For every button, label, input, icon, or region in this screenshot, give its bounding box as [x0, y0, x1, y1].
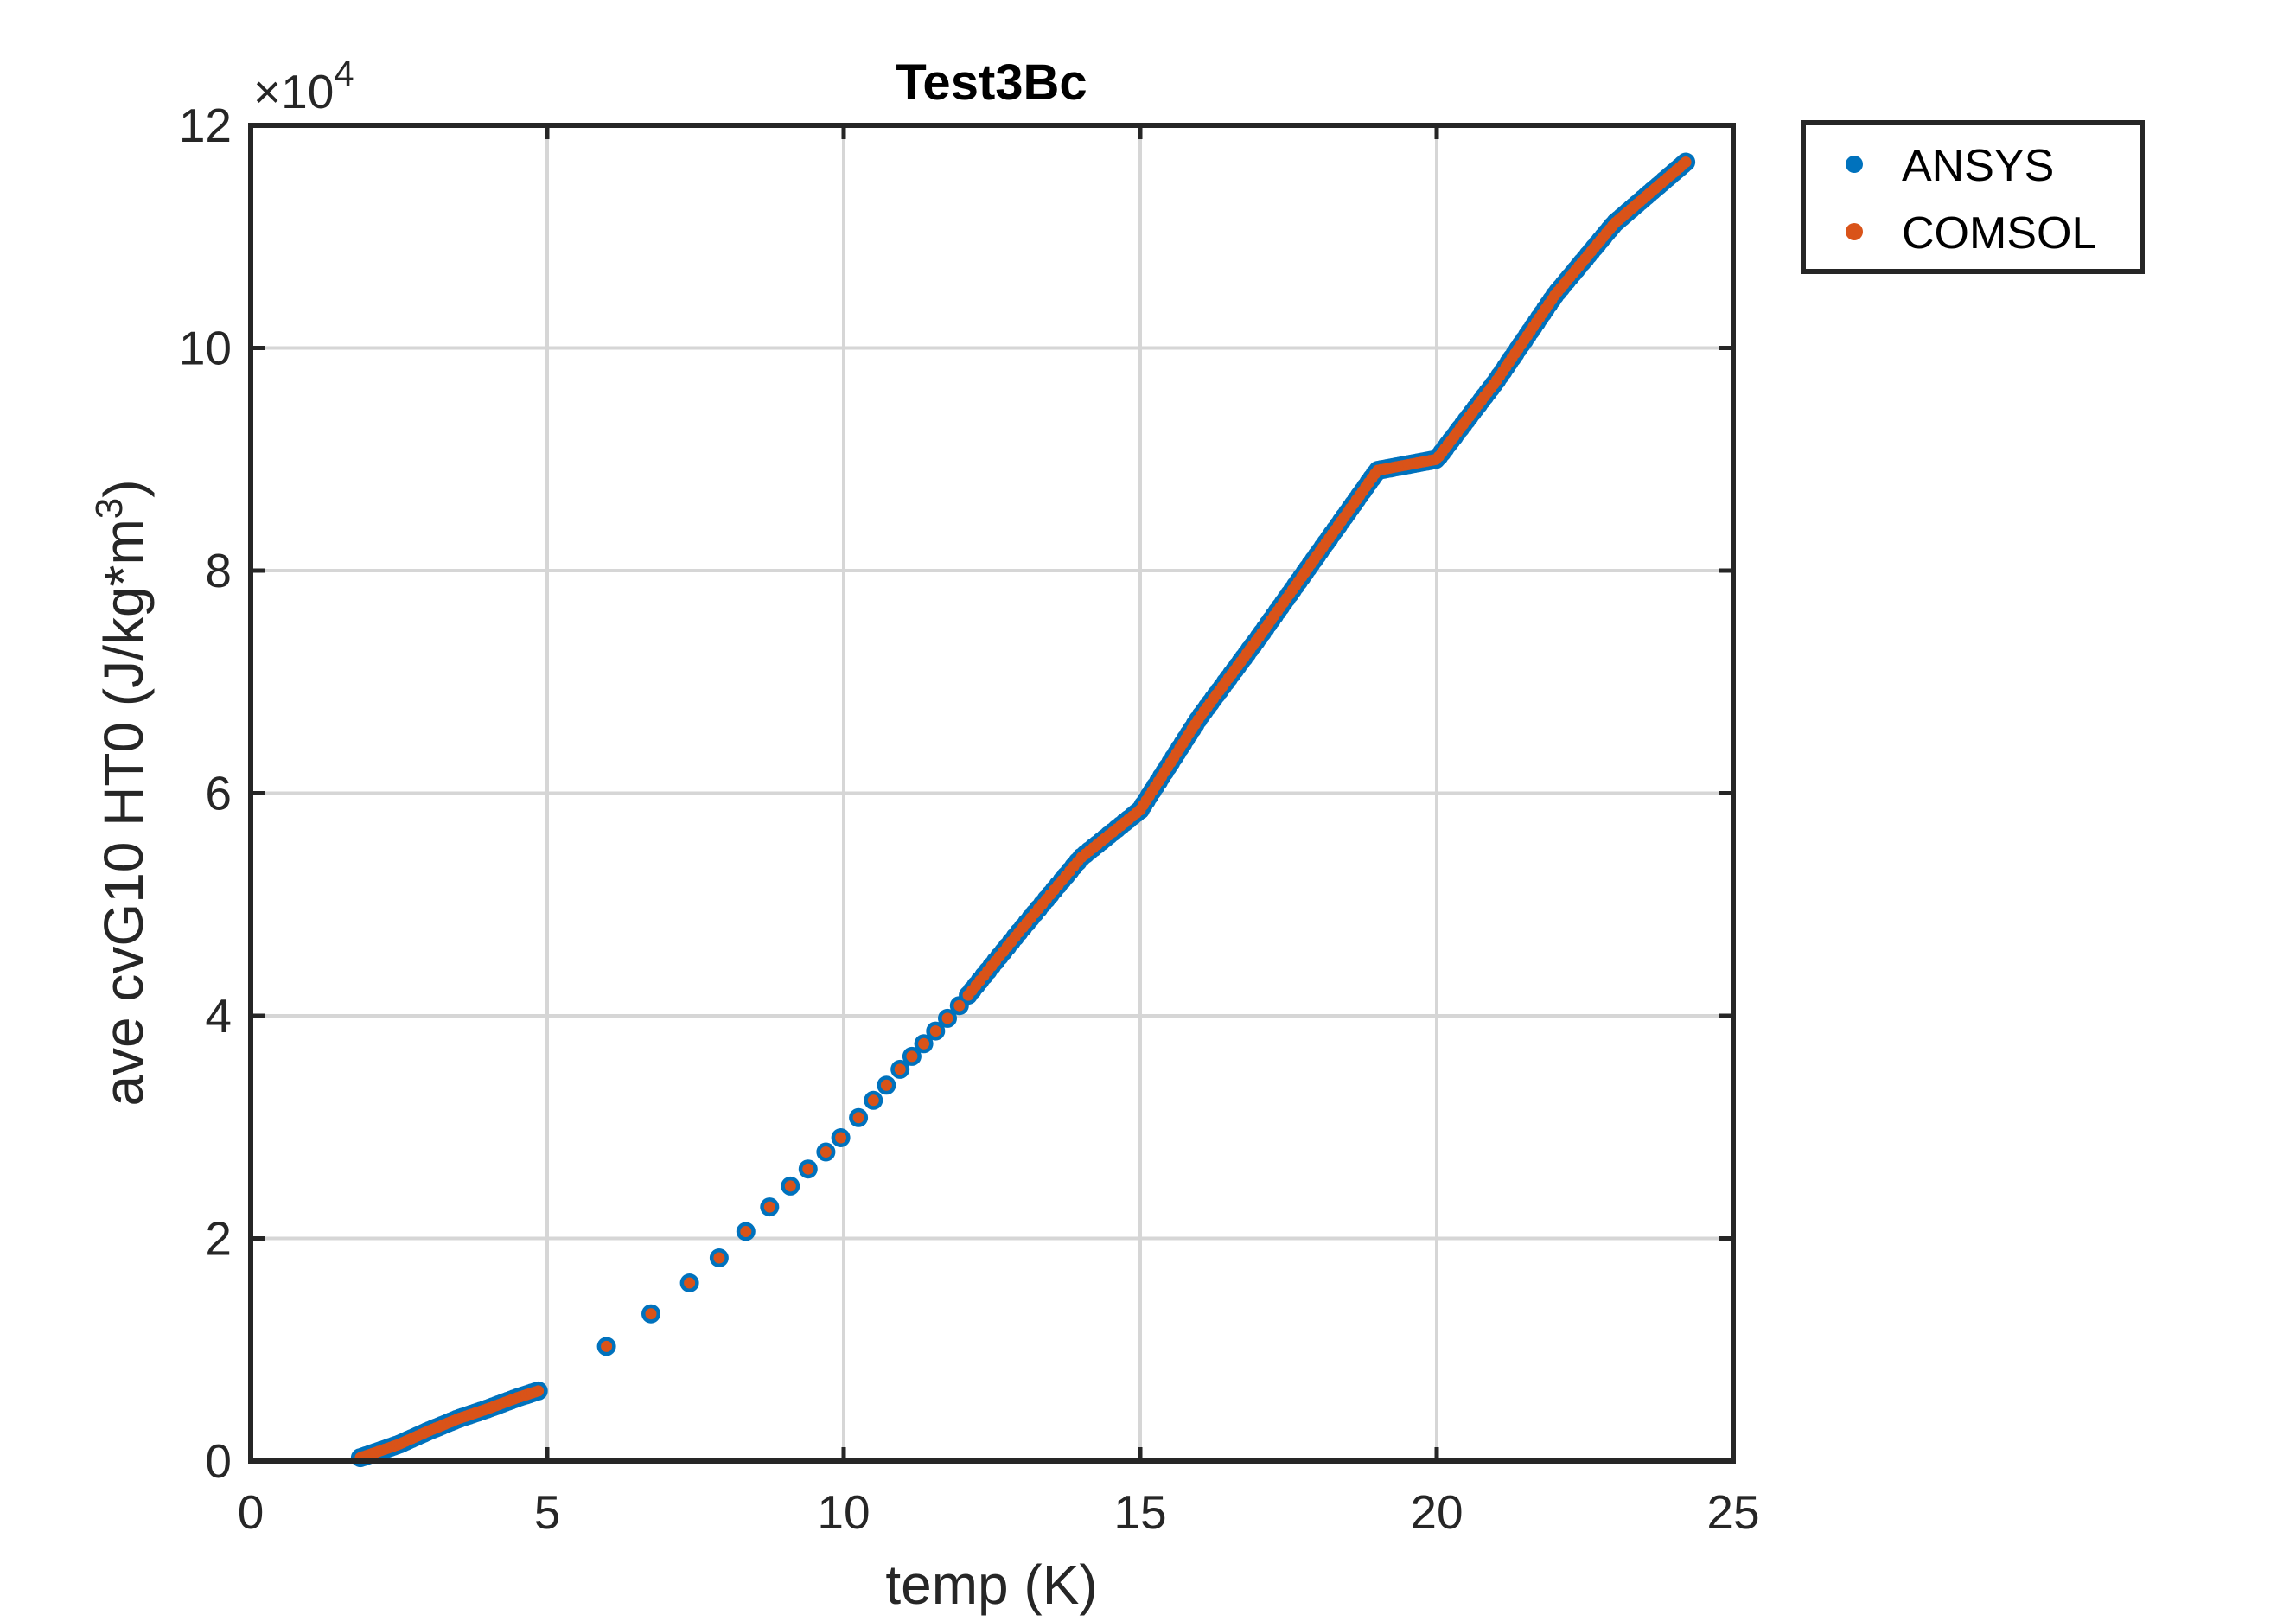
x-tick-label: 5	[534, 1485, 561, 1539]
comsol-point	[880, 1079, 892, 1091]
y-tick-label: 4	[205, 989, 232, 1043]
comsol-point	[713, 1252, 725, 1264]
comsol-point	[953, 999, 966, 1012]
comsol-point	[867, 1094, 879, 1107]
comsol-point	[740, 1226, 752, 1237]
x-tick-labels: 0 5 10 15 20 25	[238, 1485, 1760, 1539]
y-tick-label: 2	[205, 1212, 232, 1266]
comsol-point	[941, 1012, 953, 1024]
comsol-point	[802, 1163, 814, 1175]
comsol-point	[601, 1340, 613, 1352]
y-tick-label: 8	[205, 544, 232, 597]
comsol-point	[784, 1180, 796, 1192]
y-tick-label: 12	[179, 99, 232, 152]
comsol-point	[929, 1025, 941, 1037]
y-tick-labels: 0 2 4 6 8 10 12	[179, 99, 232, 1488]
comsol-point	[684, 1277, 696, 1289]
chart-title: Test3Bc	[896, 54, 1087, 111]
y-axis-label: ave cvG10 HT0 (J/kg*m3)	[88, 479, 155, 1106]
comsol-point	[533, 1385, 545, 1397]
x-tick-label: 25	[1706, 1485, 1759, 1539]
axes-box	[248, 123, 1736, 1464]
y-axis-label-superscript: 3	[88, 498, 131, 519]
comsol-point	[918, 1037, 930, 1050]
legend-label-comsol: COMSOL	[1902, 208, 2096, 258]
x-tick-label: 15	[1113, 1485, 1166, 1539]
x-tick-label: 10	[817, 1485, 870, 1539]
y-tick-label: 6	[205, 767, 232, 820]
y-exponent-multiplier: ×10	[253, 65, 334, 118]
comsol-point	[1680, 156, 1692, 168]
x-tick-label: 0	[238, 1485, 265, 1539]
y-exponent-power: 4	[334, 53, 354, 93]
comsol-point	[906, 1050, 918, 1063]
y-exponent-label: ×104	[253, 53, 354, 118]
comsol-point	[645, 1308, 657, 1320]
comsol-point	[820, 1146, 832, 1158]
legend-label-ansys: ANSYS	[1902, 141, 2054, 191]
x-tick-label: 20	[1410, 1485, 1463, 1539]
x-axis-label: temp (K)	[885, 1554, 1097, 1616]
legend-marker-ansys	[1846, 156, 1863, 173]
comsol-point	[763, 1201, 775, 1213]
grid-lines	[251, 125, 1733, 1461]
legend-marker-comsol	[1846, 223, 1863, 240]
y-tick-label: 0	[205, 1434, 232, 1488]
y-axis-label-suffix: )	[92, 479, 155, 497]
legend: ANSYS COMSOL	[1801, 120, 2145, 274]
legend-box	[1801, 120, 2145, 274]
y-axis-label-main: ave cvG10 HT0 (J/kg*m	[92, 519, 155, 1106]
data-points	[350, 152, 1696, 1468]
comsol-point	[894, 1063, 906, 1075]
comsol-point	[852, 1112, 864, 1124]
comsol-point	[835, 1132, 847, 1144]
y-tick-label: 10	[179, 322, 232, 375]
